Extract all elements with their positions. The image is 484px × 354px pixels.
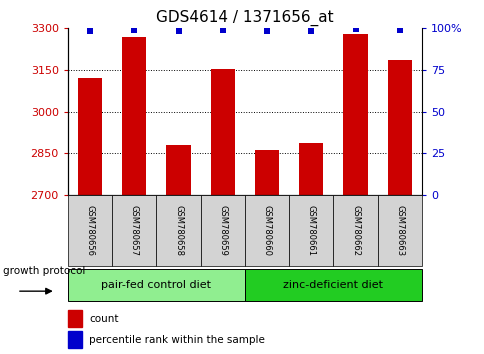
Bar	[210, 69, 234, 195]
Text: GSM780657: GSM780657	[130, 205, 138, 256]
Text: GSM780658: GSM780658	[174, 205, 182, 256]
Bar	[200, 195, 244, 266]
Bar	[288, 195, 333, 266]
Text: percentile rank within the sample: percentile rank within the sample	[89, 335, 264, 345]
Bar	[387, 60, 411, 195]
Text: pair-fed control diet: pair-fed control diet	[101, 280, 211, 290]
Bar	[122, 36, 146, 195]
Bar	[244, 195, 288, 266]
Bar	[333, 195, 377, 266]
Bar	[299, 143, 323, 195]
Bar	[244, 269, 421, 301]
Bar	[68, 310, 82, 327]
Bar	[166, 145, 190, 195]
Bar	[68, 331, 82, 348]
Bar	[156, 195, 200, 266]
Text: GSM780662: GSM780662	[350, 205, 359, 256]
Bar	[112, 195, 156, 266]
Bar	[68, 195, 112, 266]
Bar	[255, 149, 279, 195]
Text: GSM780663: GSM780663	[394, 205, 404, 256]
Bar	[343, 34, 367, 195]
Bar	[78, 78, 102, 195]
Text: GSM780659: GSM780659	[218, 205, 227, 256]
Bar	[377, 195, 421, 266]
Text: GSM780661: GSM780661	[306, 205, 315, 256]
Bar	[68, 269, 244, 301]
Text: count: count	[89, 314, 119, 324]
Text: GSM780660: GSM780660	[262, 205, 271, 256]
Title: GDS4614 / 1371656_at: GDS4614 / 1371656_at	[156, 9, 333, 25]
Text: zinc-deficient diet: zinc-deficient diet	[283, 280, 383, 290]
Text: GSM780656: GSM780656	[85, 205, 94, 256]
Text: growth protocol: growth protocol	[3, 266, 86, 275]
